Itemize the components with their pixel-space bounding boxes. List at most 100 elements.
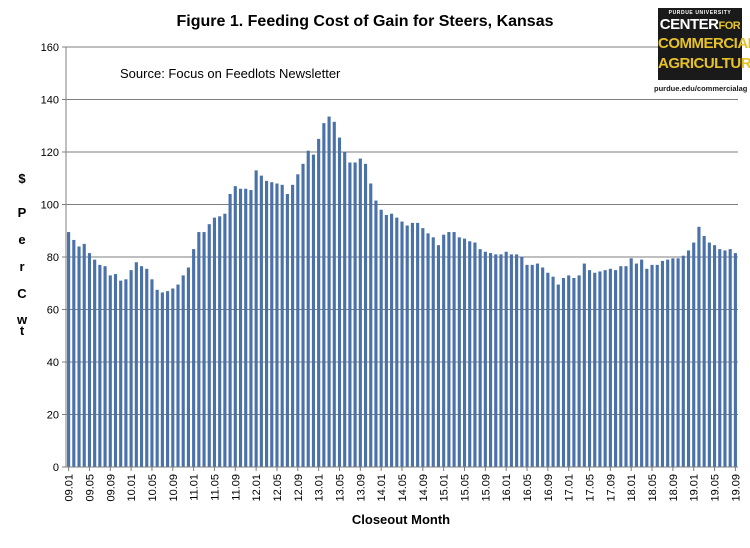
bar <box>181 275 185 468</box>
bar <box>348 162 352 467</box>
bar <box>421 228 425 468</box>
bar <box>535 263 540 467</box>
bar <box>238 188 243 467</box>
source-note: Source: Focus on Feedlots Newsletter <box>120 66 341 81</box>
bar <box>233 186 237 468</box>
x-tick-label: 11.01 <box>189 474 201 501</box>
y-axis-title-char: r <box>19 259 24 274</box>
bar <box>608 268 612 467</box>
logo-center-text: CENTER <box>659 16 719 33</box>
bar <box>629 258 633 467</box>
bar <box>384 215 388 467</box>
bar <box>489 253 493 467</box>
bar <box>358 158 362 467</box>
bar <box>723 250 727 467</box>
x-tick-label: 15.09 <box>480 474 492 502</box>
bar <box>660 260 665 467</box>
x-tick-label: 11.09 <box>230 474 242 501</box>
bar <box>265 180 269 468</box>
bar <box>603 270 607 468</box>
bar <box>546 272 550 467</box>
logo-university-text: PURDUE UNIVERSITY <box>668 10 732 16</box>
x-tick-label: 19.09 <box>730 474 742 502</box>
x-tick-label: 09.05 <box>84 474 96 502</box>
bar <box>666 259 670 468</box>
bar <box>93 259 97 468</box>
bar <box>676 258 680 467</box>
bar <box>139 266 144 467</box>
center-for-commercial-agriculture-logo: PURDUE UNIVERSITY CENTERFOR COMMERCIAL A… <box>658 8 750 80</box>
x-tick-label: 09.01 <box>64 474 76 502</box>
y-axis-title-char: w <box>16 312 28 327</box>
y-axis-title-char: P <box>18 205 27 220</box>
bar <box>416 222 420 467</box>
bar <box>306 150 310 467</box>
y-tick-label: 100 <box>41 200 59 212</box>
x-tick-label: 19.05 <box>710 474 722 502</box>
bar <box>494 254 498 468</box>
bar <box>640 259 644 468</box>
bar <box>311 154 316 468</box>
bar <box>223 213 227 467</box>
bar <box>390 213 394 467</box>
bar <box>155 289 159 467</box>
bar <box>483 251 487 467</box>
y-tick-label: 160 <box>41 42 59 54</box>
bar <box>410 222 414 467</box>
bar <box>442 234 446 467</box>
bar <box>447 232 451 467</box>
x-tick-label: 14.05 <box>397 474 409 502</box>
bar <box>713 245 717 467</box>
bar <box>645 268 649 467</box>
y-tick-label: 120 <box>41 147 59 159</box>
x-tick-label: 14.09 <box>418 474 430 502</box>
bar <box>160 292 164 467</box>
x-tick-label: 18.05 <box>647 474 659 502</box>
bar <box>369 183 373 467</box>
logo-line-commercial: COMMERCIAL <box>658 35 750 52</box>
bar <box>129 270 133 468</box>
x-tick-label: 10.01 <box>126 474 138 502</box>
bar <box>285 194 289 467</box>
bar <box>598 271 602 467</box>
bar <box>353 162 357 467</box>
bar <box>207 224 211 467</box>
bar <box>733 253 737 467</box>
bar <box>322 123 326 468</box>
bar <box>98 264 102 468</box>
bar <box>697 226 701 467</box>
bar <box>259 175 263 468</box>
bar <box>567 275 571 468</box>
x-tick-label: 12.09 <box>293 474 305 502</box>
bar <box>686 250 691 467</box>
x-tick-label: 15.05 <box>460 474 472 502</box>
bar <box>499 254 503 468</box>
bar <box>296 174 300 467</box>
bar <box>134 262 138 467</box>
y-tick-label: 0 <box>53 462 59 474</box>
bar <box>275 183 279 467</box>
bar <box>150 279 154 467</box>
logo-url: purdue.edu/commercialag <box>654 84 748 93</box>
x-tick-label: 13.05 <box>334 474 346 502</box>
x-tick-label: 16.09 <box>543 474 555 502</box>
x-axis-tick-labels: 09.01 09.05 09.09 10.01 10.05 10.09 11.01 11.05… <box>64 474 743 502</box>
x-tick-label: 17.09 <box>605 474 617 502</box>
bar <box>509 254 513 468</box>
bar <box>176 284 180 467</box>
bar <box>249 190 253 467</box>
bar <box>244 188 248 467</box>
bar <box>436 245 441 467</box>
x-tick-label: 17.05 <box>585 474 597 502</box>
x-tick-label: 14.01 <box>376 474 388 502</box>
bar <box>572 278 576 467</box>
bar <box>166 291 170 468</box>
bar <box>82 243 86 468</box>
bar <box>426 233 430 468</box>
bar <box>124 279 128 467</box>
bar <box>707 242 711 467</box>
bar-series <box>67 116 737 468</box>
bar <box>541 267 545 467</box>
